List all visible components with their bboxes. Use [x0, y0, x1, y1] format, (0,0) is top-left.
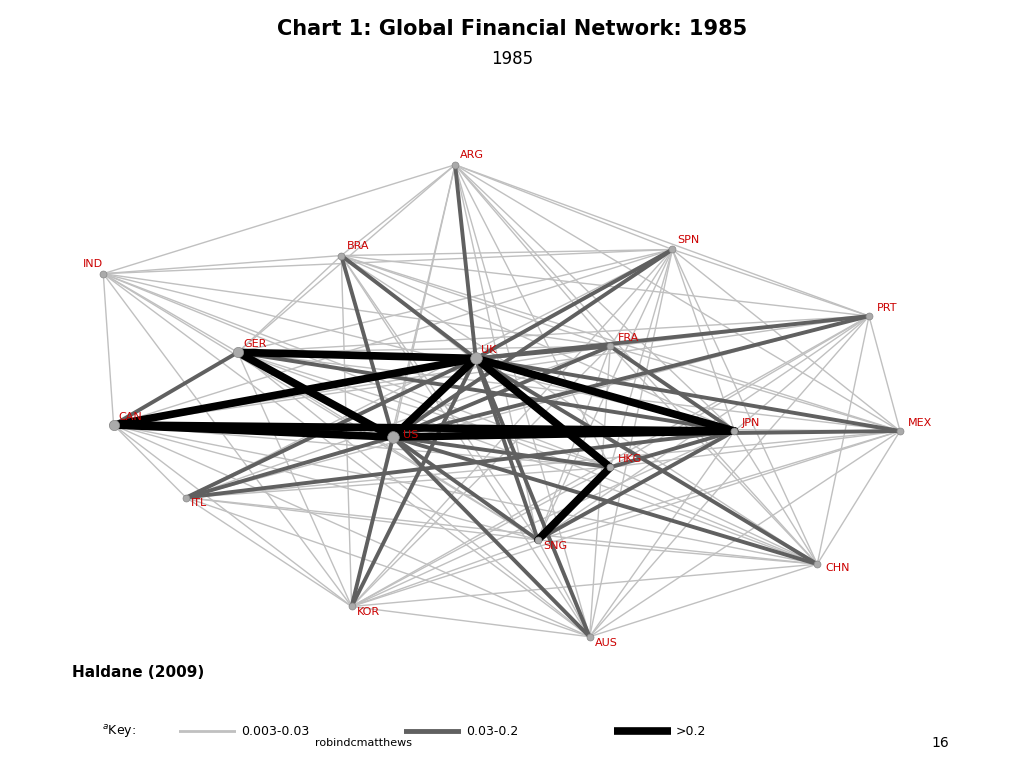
Point	[446, 159, 463, 171]
Point	[861, 310, 878, 323]
Point	[602, 340, 618, 353]
Text: AUS: AUS	[595, 637, 617, 647]
Text: SPN: SPN	[678, 235, 699, 245]
Text: 16: 16	[932, 736, 949, 750]
Point	[178, 492, 195, 504]
Text: $^a$Key:: $^a$Key:	[102, 723, 136, 740]
Text: JPN: JPN	[741, 418, 760, 428]
Point	[529, 534, 546, 546]
Text: 1985: 1985	[490, 50, 534, 68]
Text: 0.003-0.03: 0.003-0.03	[241, 725, 309, 737]
Text: Haldane (2009): Haldane (2009)	[72, 664, 204, 680]
Text: KOR: KOR	[356, 607, 380, 617]
Text: BRA: BRA	[346, 240, 369, 250]
Text: MEX: MEX	[908, 418, 933, 428]
Text: Chart 1: Global Financial Network: 1985: Chart 1: Global Financial Network: 1985	[276, 19, 748, 39]
Text: HKG: HKG	[617, 455, 642, 465]
Text: ARG: ARG	[460, 150, 484, 160]
Point	[726, 425, 742, 437]
Point	[602, 461, 618, 473]
Point	[385, 431, 401, 443]
Text: CAN: CAN	[119, 412, 142, 422]
Point	[333, 250, 349, 262]
Text: >0.2: >0.2	[676, 725, 707, 737]
Text: SNG: SNG	[543, 541, 567, 551]
Point	[229, 346, 246, 359]
Point	[582, 631, 598, 643]
Point	[892, 425, 908, 437]
Text: UK: UK	[481, 346, 497, 356]
Point	[95, 267, 112, 280]
Text: robindcmatthews: robindcmatthews	[315, 737, 412, 748]
Text: PRT: PRT	[878, 303, 898, 313]
Point	[105, 419, 122, 431]
Text: 0.03-0.2: 0.03-0.2	[466, 725, 518, 737]
Point	[665, 243, 681, 256]
Point	[809, 558, 825, 571]
Text: ITL: ITL	[191, 498, 208, 508]
Text: CHN: CHN	[825, 563, 850, 573]
Text: US: US	[403, 430, 419, 440]
Text: IND: IND	[83, 259, 102, 269]
Point	[343, 601, 359, 613]
Point	[468, 353, 484, 365]
Text: FRA: FRA	[617, 333, 639, 343]
Text: GER: GER	[243, 339, 266, 349]
